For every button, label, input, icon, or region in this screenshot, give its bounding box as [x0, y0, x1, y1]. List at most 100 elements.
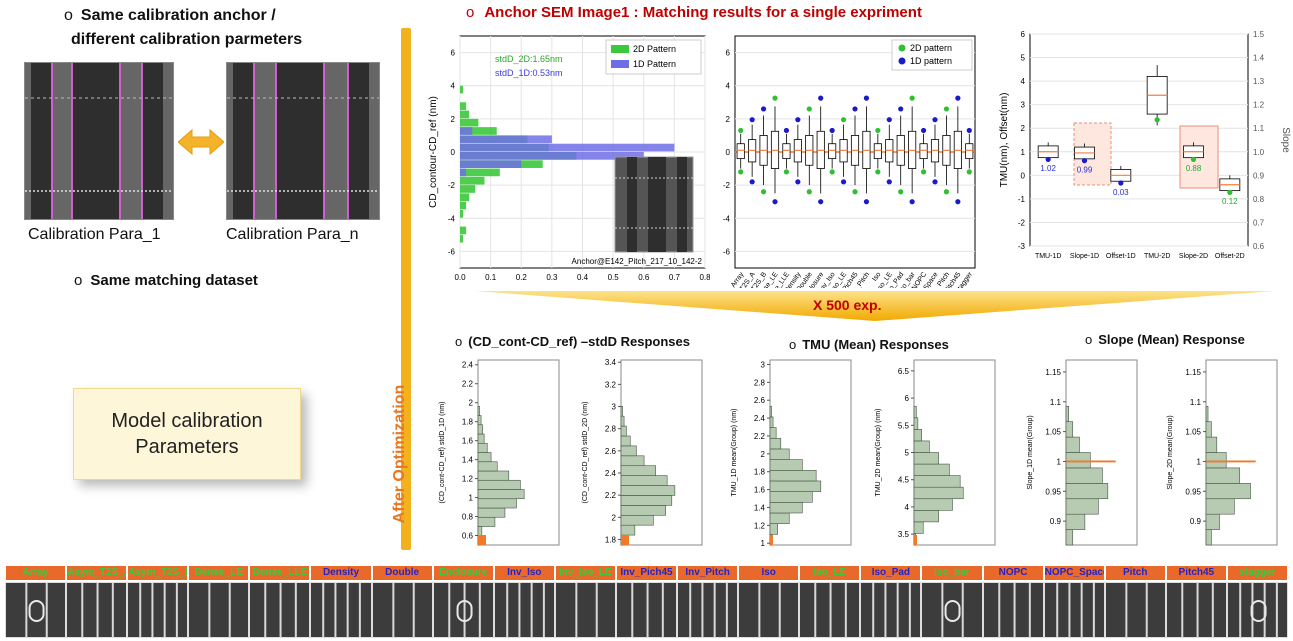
- page-title: o Anchor SEM Image1 : Matching results fo…: [466, 4, 922, 21]
- histogram-bar: [1205, 483, 1251, 500]
- pattern-sem-thumbnail: [615, 582, 678, 638]
- y-tick-label: 4.5: [898, 476, 910, 485]
- pattern-header: Asym_T2S_B: [127, 565, 189, 581]
- bullet-marker: o: [64, 7, 73, 24]
- histogram-bar: [1065, 483, 1109, 500]
- section-title-tmu-text: TMU (Mean) Responses: [802, 337, 949, 352]
- x-tick-label: 0.5: [608, 273, 620, 280]
- y-tick-label: 2.4: [754, 414, 766, 423]
- histogram-bar: [1065, 436, 1080, 453]
- histogram-bar: [620, 475, 668, 486]
- histogram-bar: [1065, 467, 1103, 484]
- bar-1d-pattern: [460, 135, 552, 144]
- outlier-point: [1227, 189, 1233, 196]
- y-tick-label-right: 1.2: [1253, 101, 1265, 110]
- y-axis-label: Slope_2D mean(Group): [1167, 415, 1174, 489]
- section-title-tmu: o TMU (Mean) Responses: [789, 337, 949, 352]
- y-tick-label: 1.4: [754, 503, 766, 512]
- bar-2d-pattern: [460, 226, 467, 235]
- y-axis-label: TMU_2D mean(Group) (nm): [875, 409, 882, 497]
- value-label: 0.12: [1222, 197, 1238, 206]
- y-tick-label: 6: [451, 49, 456, 58]
- pattern-thumbnail-graphic: [208, 583, 232, 637]
- outlier-point: [886, 117, 892, 123]
- outlier-point: [1118, 180, 1124, 186]
- y-tick-label: -3: [1018, 242, 1026, 251]
- histogram-bar: [913, 475, 961, 488]
- outlier-point: [829, 169, 835, 175]
- y-tick-label: 4: [451, 82, 456, 91]
- bar-2d-pattern: [460, 85, 464, 94]
- pattern-sem-thumbnail: [921, 582, 983, 638]
- pattern-sem-thumbnail: [1165, 582, 1227, 638]
- y-axis-label-right: Slope: [1280, 127, 1291, 153]
- sem-image-right-graphic: [227, 63, 379, 219]
- x-tick-label: 0.8: [699, 273, 710, 280]
- outlier-point: [920, 169, 927, 175]
- histogram-bar: [620, 435, 631, 447]
- bar-2d-pattern: [460, 102, 467, 110]
- bullet-marker: o: [1085, 332, 1093, 347]
- x-tick-label: 0.1: [485, 273, 497, 280]
- histogram-bar: [769, 427, 777, 439]
- y-tick-label: 1: [761, 539, 766, 547]
- histogram-bar: [1205, 529, 1212, 546]
- pattern-header: Iso: [738, 565, 800, 581]
- outlier-point: [863, 95, 870, 101]
- y-tick-label: 3.2: [605, 380, 617, 389]
- x-tick-label: Slope-2D: [1179, 253, 1208, 260]
- bar-1d-pattern: [460, 168, 467, 177]
- outlier-point: [760, 189, 767, 195]
- pattern-header: Iso_Pad: [860, 565, 922, 581]
- y-tick-label-right: 1.3: [1253, 77, 1265, 86]
- y-tick-label: 2: [451, 115, 456, 124]
- histogram-bar: [769, 512, 790, 524]
- y-tick-label: 1.6: [462, 437, 474, 446]
- histogram-bar: [1065, 529, 1074, 546]
- pattern-header: Iso_bar: [921, 565, 983, 581]
- section-title-slope: o Slope (Mean) Response: [1085, 332, 1245, 347]
- pattern-header: Asym_T2S_A: [66, 565, 128, 581]
- histogram-bar: [1065, 513, 1086, 530]
- outlier-point: [875, 169, 881, 175]
- histogram-bar: [477, 415, 482, 426]
- histogram-bar: [769, 405, 772, 418]
- histogram-bar: [477, 461, 498, 472]
- bullet-calibration-anchor: o Same calibration anchor /: [64, 7, 276, 25]
- histogram-bar: [477, 489, 525, 500]
- x-tick-label: Offset-1D: [1106, 253, 1136, 260]
- bar-2d-pattern: [460, 210, 464, 218]
- y-tick-label: 0.9: [1190, 517, 1202, 526]
- y-tick-label: 1.8: [605, 535, 617, 544]
- box: [736, 143, 745, 160]
- y-tick-label: 2: [726, 115, 731, 124]
- annotation-stdd-1d: stdD_1D:0.53nm: [495, 68, 563, 78]
- bullet-calibration-anchor-line2: different calibration parmeters: [71, 31, 303, 48]
- pattern-header: NOPC_Space: [1043, 565, 1105, 581]
- y-tick-label-right: 0.6: [1253, 242, 1265, 251]
- box: [782, 143, 791, 160]
- pattern-contact-shape: [944, 600, 961, 622]
- outlier-point: [955, 199, 961, 205]
- y-tick-label: 6: [726, 49, 731, 58]
- legend-chart1: 2D Pattern 1D Pattern: [605, 39, 702, 75]
- pattern-header: Double: [371, 565, 433, 581]
- bullet-marker: o: [789, 337, 797, 352]
- caption-calibration-para-n: Calibration Para_n: [226, 226, 359, 243]
- histogram-bar: [477, 442, 488, 453]
- histogram-bar: [1205, 498, 1235, 515]
- double-arrow-icon: [178, 128, 224, 156]
- outlier-point: [1190, 156, 1197, 163]
- histogram-slope-2d: 1.15 1.1 1.05 1 0.95 0.9 Slope_2D mean(Group): [1167, 359, 1278, 546]
- histogram-bar: [1205, 405, 1209, 422]
- y-tick-label: 0.8: [462, 513, 474, 522]
- y-axis-label: CD_contour-CD_ref (nm): [428, 96, 439, 208]
- histogram-bar: [913, 510, 939, 523]
- x-tick-label: Slope-1D: [1070, 253, 1099, 260]
- y-tick-label: 1.2: [462, 475, 474, 484]
- pattern-thumbnail-graphic: [758, 583, 781, 637]
- arrow-label: X 500 exp.: [813, 297, 882, 313]
- outlier-point: [760, 106, 767, 112]
- y-tick-label: 1.1: [1050, 398, 1062, 407]
- pattern-header: Enclosure: [432, 565, 494, 581]
